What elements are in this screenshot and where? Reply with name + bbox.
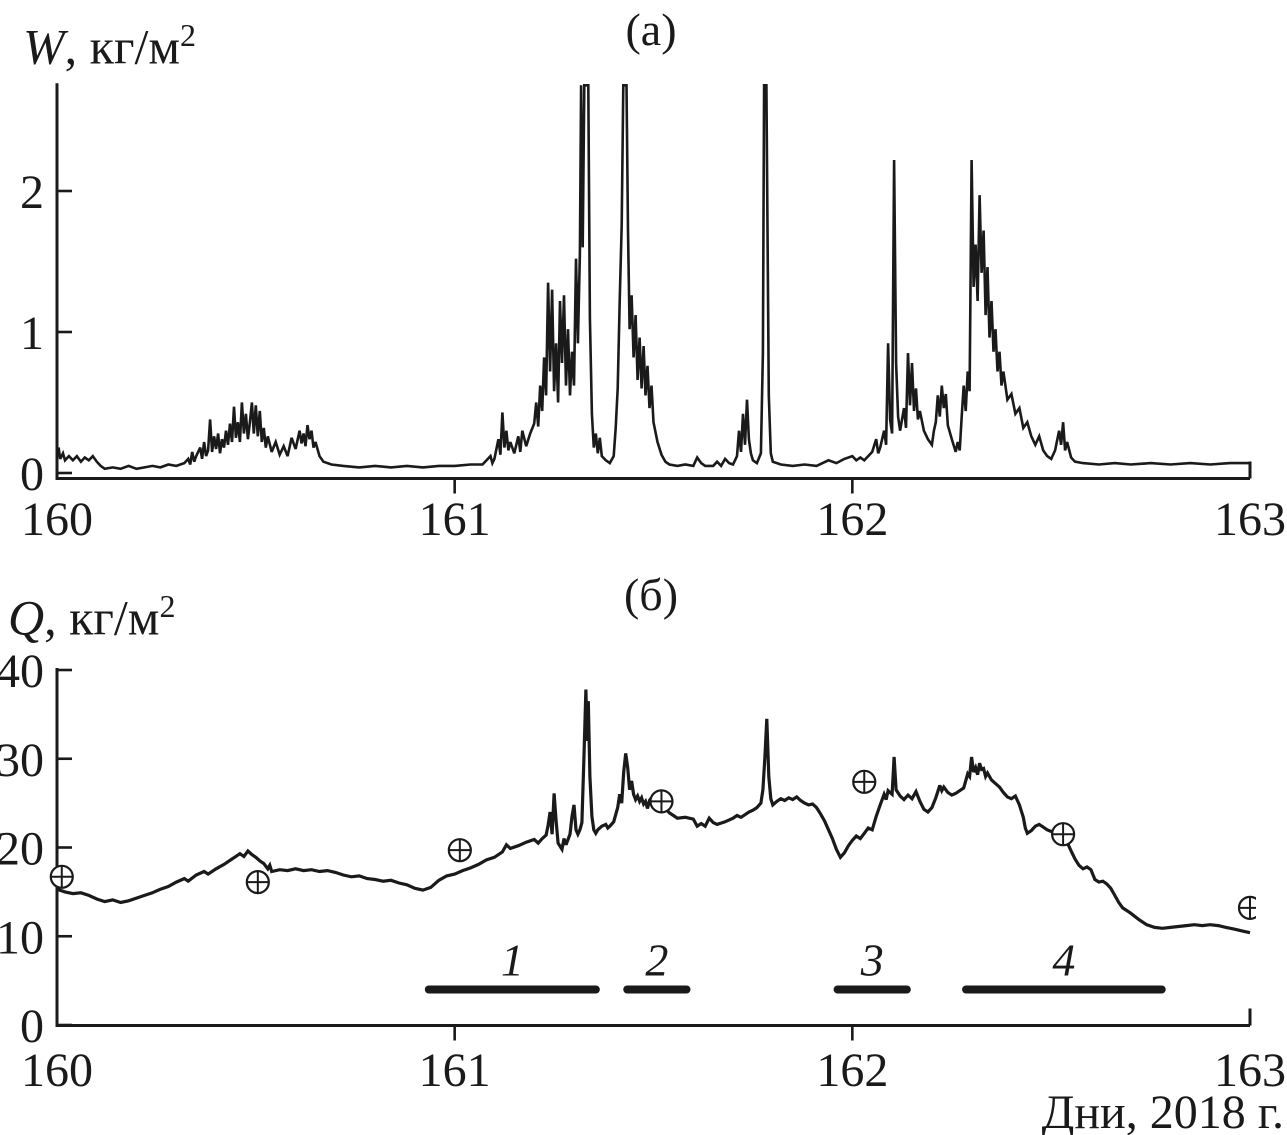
w-symbol: W [23, 18, 65, 75]
circle-plus-marker [245, 870, 270, 895]
q-exponent: 2 [159, 588, 176, 624]
circle-plus-marker [49, 864, 74, 889]
q-symbol: Q [8, 589, 45, 646]
circle-plus-marker [1050, 822, 1076, 847]
y-tick-label: 40 [0, 645, 44, 698]
y-tick-label: 2 [20, 166, 44, 219]
circle-plus-marker [1237, 895, 1256, 920]
y-tick-label: 10 [0, 911, 44, 964]
circle-plus-marker [649, 789, 674, 814]
x-tick-label: 160 [21, 493, 93, 546]
interval-label-4: 4 [1052, 935, 1075, 986]
y-tick-label: 0 [20, 1000, 44, 1053]
panel-a-title: (а) [625, 4, 677, 55]
x-tick-label: 163 [1214, 1044, 1286, 1097]
panel-a: 0 1 2 160 161 162 163 [20, 83, 1286, 546]
panel-a-y-axis-unit: W, кг/м2 [23, 17, 196, 76]
panel-b-title: (б) [623, 569, 679, 620]
panel-b-y-axis-unit: Q, кг/м2 [8, 588, 175, 647]
y-tick-label: 1 [20, 307, 44, 360]
w-exponent: 2 [180, 17, 196, 53]
x-tick-label: 160 [21, 1044, 93, 1097]
circle-plus-marker [852, 769, 877, 794]
interval-label-2: 2 [645, 935, 668, 986]
x-tick-label: 162 [816, 1044, 888, 1097]
q-unit: , кг/м [44, 589, 160, 646]
x-tick-label: 162 [816, 493, 888, 546]
x-tick-label: 163 [1214, 493, 1286, 546]
x-tick-label: 161 [419, 1044, 491, 1097]
panel-b: 0 10 20 30 40 160 161 162 163 1 2 3 4 [0, 645, 1286, 1097]
interval-label-3: 3 [860, 935, 884, 986]
marker-group [49, 769, 1256, 920]
x-axis-caption: Дни, 2018 г. [1041, 1086, 1284, 1135]
interval-label-1: 1 [501, 935, 524, 986]
y-tick-label: 20 [0, 823, 44, 876]
w-unit: , кг/м [64, 18, 180, 75]
x-tick-label: 161 [419, 493, 491, 546]
y-tick-label: 0 [20, 448, 44, 501]
circle-plus-marker [447, 838, 472, 863]
series-W [55, 84, 1250, 471]
y-tick-label: 30 [0, 734, 44, 787]
series-Q [56, 689, 1251, 935]
